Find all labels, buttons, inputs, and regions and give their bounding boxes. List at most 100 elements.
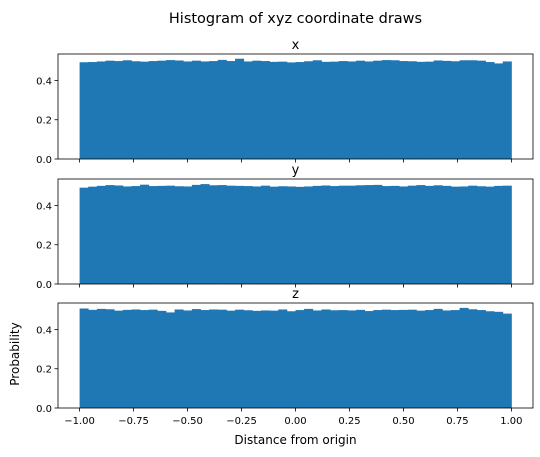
panel-x: 0.0 0.2 0.4 x	[36, 38, 534, 166]
y-tick-label: 0.4	[36, 325, 52, 336]
y-tick-label: 0.2	[36, 241, 52, 252]
bar	[416, 310, 426, 408]
panel-title: z	[292, 287, 299, 302]
bar	[304, 308, 314, 408]
x-tick-label: 0.25	[338, 416, 360, 427]
bar	[312, 185, 322, 284]
bar	[364, 311, 374, 408]
bar	[468, 309, 478, 408]
bar	[243, 186, 253, 284]
bar	[373, 184, 383, 284]
bar	[79, 308, 89, 408]
bar	[321, 309, 331, 408]
bar	[174, 309, 184, 408]
x-tick-label: 0.50	[392, 416, 414, 427]
bar	[407, 185, 417, 284]
bars-z	[79, 307, 512, 408]
bar	[399, 61, 409, 159]
bar	[476, 60, 486, 159]
bar	[330, 61, 340, 159]
bar	[433, 60, 443, 160]
bar	[476, 310, 486, 408]
bar	[140, 61, 150, 159]
bar	[338, 310, 348, 408]
bar	[459, 186, 469, 284]
bar	[235, 58, 245, 159]
bar	[347, 310, 357, 408]
bar	[217, 59, 227, 159]
bar	[485, 62, 495, 159]
bar	[165, 185, 175, 284]
bar	[165, 60, 175, 159]
y-axis-label: Probability	[8, 322, 22, 385]
bar	[252, 60, 262, 159]
x-tick-label: −0.50	[172, 416, 203, 427]
bar	[278, 186, 288, 284]
y-tick-label: 0.4	[36, 201, 52, 212]
bar	[485, 311, 495, 408]
bar	[131, 61, 141, 160]
bar	[502, 61, 512, 159]
bar	[295, 186, 305, 284]
bar	[105, 60, 115, 159]
bar	[286, 311, 296, 408]
bar	[260, 61, 270, 159]
bar	[88, 186, 98, 284]
bars-y	[79, 184, 512, 284]
bar	[226, 61, 236, 159]
bar	[269, 310, 279, 408]
bar	[114, 61, 124, 159]
bar	[148, 186, 158, 284]
bar	[442, 185, 452, 284]
bar	[485, 186, 495, 284]
x-tick-label: 0.00	[284, 416, 306, 427]
bar	[459, 307, 469, 408]
y-tick-label: 0.2	[36, 116, 52, 127]
bar	[468, 185, 478, 284]
bar	[304, 61, 314, 160]
bar	[79, 187, 89, 284]
bar	[235, 309, 245, 408]
bar	[286, 62, 296, 159]
x-tick-label: −0.75	[118, 416, 149, 427]
bar	[200, 184, 210, 284]
x-tick-label: 1.00	[500, 416, 522, 427]
bar	[96, 308, 106, 408]
bar	[157, 310, 167, 408]
bar	[252, 310, 262, 408]
bar	[183, 310, 193, 408]
bar	[338, 185, 348, 284]
panels-group: 0.0 0.2 0.4 x 0.0 0.2 0.4 y 0.0 0.2 0.4 −1.00 −0.75 −…	[36, 38, 534, 427]
bar	[269, 61, 279, 159]
bar	[174, 60, 184, 160]
panel-title: x	[292, 38, 300, 53]
bar	[355, 309, 365, 408]
bar	[338, 61, 348, 159]
bar	[399, 309, 409, 408]
bar	[157, 60, 167, 159]
bar	[122, 60, 132, 159]
bar	[191, 60, 201, 159]
bar	[96, 61, 106, 159]
bar	[355, 60, 365, 159]
bar	[88, 62, 98, 159]
bar	[347, 185, 357, 284]
figure-title: Histogram of xyz coordinate draws	[169, 11, 422, 27]
bar	[209, 185, 219, 284]
bar	[425, 61, 435, 159]
bar	[286, 186, 296, 284]
bar	[390, 60, 400, 159]
bar	[468, 60, 478, 159]
bar	[433, 185, 443, 284]
panel-z: 0.0 0.2 0.4 −1.00 −0.75 −0.50 −0.25 0.00 0.25 0.5…	[36, 287, 534, 427]
bar	[88, 309, 98, 408]
bar	[416, 61, 426, 159]
bar	[330, 310, 340, 408]
bar	[502, 185, 512, 284]
bar	[105, 309, 115, 408]
bar	[407, 61, 417, 160]
panel-title: y	[292, 163, 300, 178]
bar	[450, 186, 460, 284]
bar	[114, 185, 124, 284]
bar	[407, 309, 417, 408]
